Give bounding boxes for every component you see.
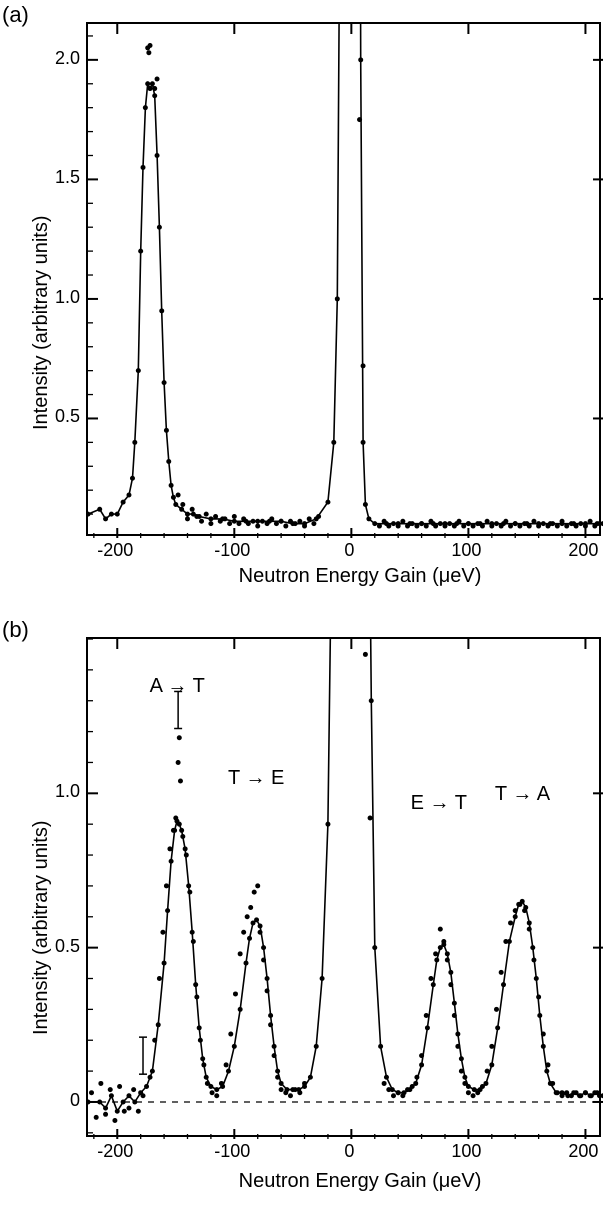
peak-label-TA: T → A bbox=[495, 783, 550, 806]
panel-b-plot bbox=[86, 637, 601, 1137]
ytick-label: 0.5 bbox=[55, 406, 80, 427]
ytick-label: 0.5 bbox=[55, 936, 80, 957]
xtick-label: 200 bbox=[563, 540, 603, 561]
xtick-label: 100 bbox=[446, 540, 486, 561]
peak-label-AT: A → T bbox=[150, 675, 205, 698]
panel-a-xlabel: Neutron Energy Gain (μeV) bbox=[180, 565, 540, 588]
panel-a-plot bbox=[86, 22, 601, 536]
xtick-label: -200 bbox=[95, 540, 135, 561]
xtick-label: -100 bbox=[212, 1141, 252, 1162]
ytick-label: 0 bbox=[70, 1090, 80, 1111]
peak-label-ET: E → T bbox=[411, 792, 467, 815]
xtick-label: -200 bbox=[95, 1141, 135, 1162]
panel-b-ylabel: Intensity (arbitrary units) bbox=[30, 820, 53, 1035]
xtick-label: 0 bbox=[329, 540, 369, 561]
xtick-label: 100 bbox=[446, 1141, 486, 1162]
panel-b-label: (b) bbox=[2, 617, 29, 643]
panel-a-ylabel: Intensity (arbitrary units) bbox=[30, 215, 53, 430]
xtick-label: 200 bbox=[563, 1141, 603, 1162]
xtick-label: 0 bbox=[329, 1141, 369, 1162]
ytick-label: 1.0 bbox=[55, 287, 80, 308]
ytick-label: 1.5 bbox=[55, 167, 80, 188]
peak-label-TE: T → E bbox=[228, 767, 284, 790]
panel-b-xlabel: Neutron Energy Gain (μeV) bbox=[180, 1170, 540, 1193]
xtick-label: -100 bbox=[212, 540, 252, 561]
ytick-label: 1.0 bbox=[55, 781, 80, 802]
panel-a: (a) Intensity (arbitrary units) Neutron … bbox=[0, 0, 615, 600]
ytick-label: 2.0 bbox=[55, 48, 80, 69]
panel-a-label: (a) bbox=[2, 2, 29, 28]
panel-b: (b) Intensity (arbitrary units) Neutron … bbox=[0, 615, 615, 1205]
